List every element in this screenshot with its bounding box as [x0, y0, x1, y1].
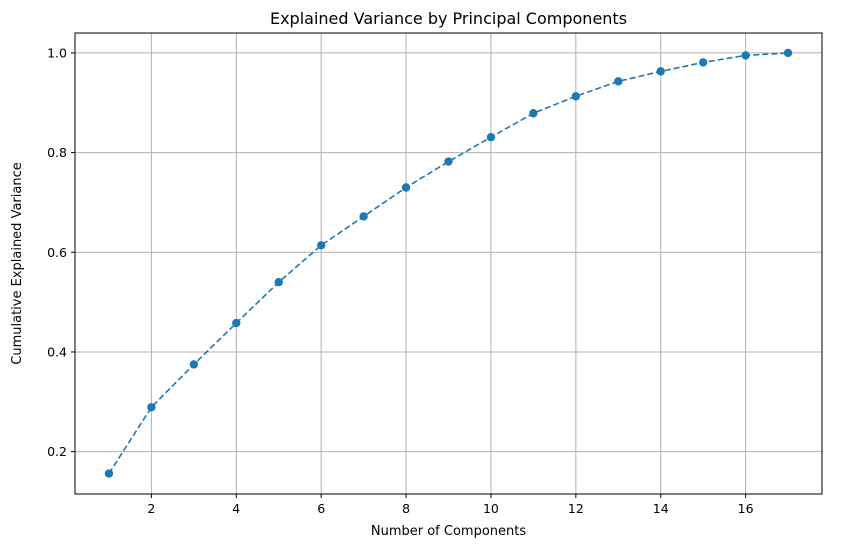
x-tick-label: 10 [483, 501, 499, 516]
tick-layer: 2 4 6 8 10 12 14 16 0.2 0.4 0.6 0.8 1.0 [47, 45, 753, 516]
x-tick-label: 12 [568, 501, 584, 516]
y-tick-label: 0.2 [47, 444, 67, 459]
x-tick-label: 8 [402, 501, 410, 516]
plot-frame [74, 32, 823, 495]
y-tick-label: 0.8 [47, 145, 67, 160]
x-tick-label: 16 [738, 501, 754, 516]
series-line [108, 52, 789, 475]
data-point [401, 183, 411, 192]
y-tick-label: 0.4 [47, 344, 67, 359]
data-point [147, 403, 156, 412]
data-point [486, 132, 496, 142]
data-point [741, 51, 750, 60]
data-point [614, 77, 623, 86]
x-tick-label: 14 [653, 501, 669, 516]
y-axis-label: Cumulative Explained Variance [10, 162, 25, 364]
data-point [444, 157, 453, 166]
x-tick-label: 2 [147, 501, 155, 516]
x-tick-label: 4 [232, 501, 240, 516]
data-point [359, 212, 368, 221]
data-point [316, 241, 326, 250]
data-point [104, 469, 114, 478]
data-point [571, 92, 581, 101]
series-layer [104, 48, 793, 478]
data-point [656, 67, 665, 76]
x-tick-label: 6 [317, 501, 325, 516]
data-point [698, 58, 708, 67]
data-point [189, 360, 199, 369]
grid-layer [75, 33, 822, 494]
data-point [232, 318, 241, 328]
y-tick-label: 0.6 [47, 245, 67, 260]
data-point [274, 277, 283, 287]
data-point [783, 48, 793, 58]
y-tick-label: 1.0 [47, 45, 67, 60]
data-point [529, 109, 538, 118]
x-axis-label: Number of Components [371, 524, 526, 539]
chart-title: Explained Variance by Principal Componen… [270, 9, 627, 28]
